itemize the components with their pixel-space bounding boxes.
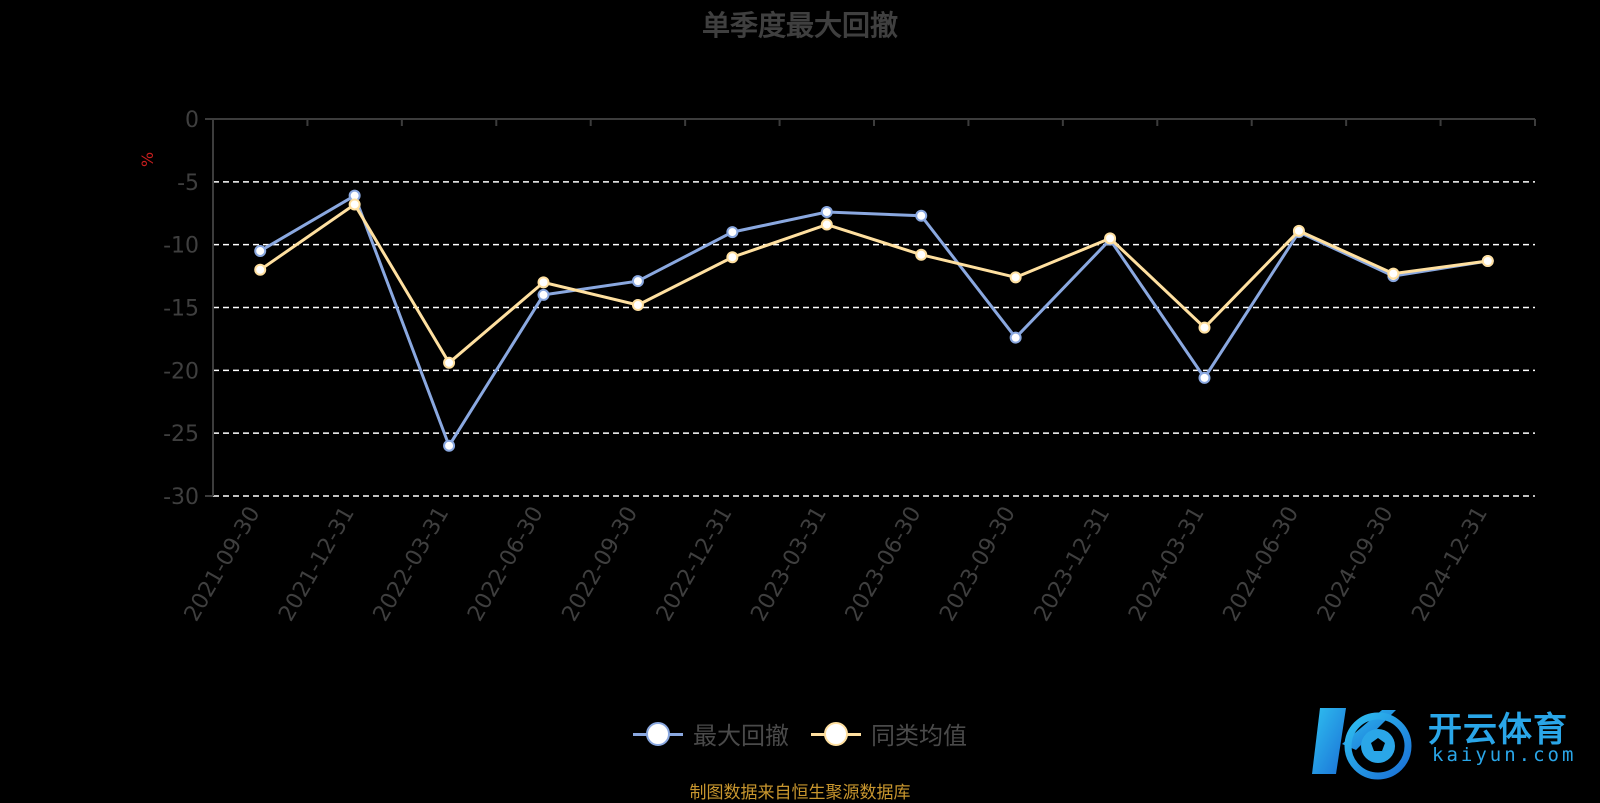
- data-point-series-1: [1198, 321, 1211, 334]
- legend-item-max-drawdown[interactable]: 最大回撤: [633, 716, 789, 751]
- data-point-series-1: [1104, 232, 1117, 245]
- series-line-0: [259, 193, 1489, 450]
- series-line-1: [259, 202, 1488, 366]
- x-tick-label: 2024-09-30: [1313, 503, 1399, 626]
- x-tick-label: 2024-03-31: [1124, 503, 1210, 626]
- data-point-series-0: [726, 226, 739, 239]
- data-point-series-1: [348, 198, 361, 211]
- data-point-series-1: [915, 248, 928, 261]
- soccer-ball-logo-icon: [1312, 708, 1412, 780]
- x-tick-label: 2023-09-30: [935, 502, 1021, 625]
- data-point-series-1: [254, 263, 267, 276]
- data-point-series-1: [1009, 271, 1022, 284]
- x-tick-label: 2023-06-30: [841, 503, 927, 626]
- legend-item-peer-average[interactable]: 同类均值: [811, 716, 967, 751]
- x-tick-label: 2022-06-30: [463, 503, 549, 626]
- x-tick-label: 2023-03-31: [746, 503, 832, 626]
- x-tick-label: 2022-03-31: [369, 502, 455, 625]
- data-point-series-1: [820, 218, 833, 231]
- kaiyun-logo: 开云体育 kaiyun.com: [1312, 700, 1592, 782]
- data-point-series-1: [443, 356, 456, 369]
- data-point-series-0: [820, 205, 833, 218]
- y-tick-label: -30: [163, 485, 199, 510]
- data-point-series-0: [254, 244, 267, 257]
- y-tick-label: -20: [163, 359, 199, 384]
- legend-label-peer-average: 同类均值: [871, 722, 967, 750]
- chart-title: 单季度最大回撤: [701, 9, 898, 42]
- data-point-series-1: [1481, 255, 1494, 268]
- y-tick-label: -5: [177, 171, 199, 196]
- x-tick-label: 2023-12-31: [1030, 503, 1116, 626]
- data-point-series-1: [726, 251, 739, 264]
- data-point-series-0: [1009, 331, 1022, 344]
- legend-label-max-drawdown: 最大回撤: [693, 722, 789, 750]
- x-tick-label: 2024-06-30: [1219, 503, 1305, 626]
- x-tick-label: 2022-09-30: [558, 503, 644, 626]
- y-tick-label: -10: [163, 234, 199, 259]
- legend-swatch-peer-average: [811, 719, 861, 749]
- data-source-note: 制图数据来自恒生聚源数据库: [689, 783, 911, 803]
- data-point-series-1: [1292, 224, 1305, 237]
- data-point-series-0: [1198, 371, 1211, 384]
- data-point-series-1: [631, 298, 644, 311]
- y-tick-label: 0: [185, 108, 199, 133]
- x-tick-label: 2021-12-31: [274, 503, 360, 626]
- logo-text-cn: 开云体育: [1428, 710, 1568, 750]
- y-tick-label: -15: [163, 297, 199, 322]
- logo-text-en: kaiyun.com: [1432, 744, 1577, 766]
- data-point-series-0: [443, 439, 456, 452]
- legend-swatch-max-drawdown: [633, 719, 683, 749]
- x-tick-label: 2024-12-31: [1407, 503, 1493, 626]
- x-tick-label: 2021-09-30: [180, 503, 266, 626]
- legend: 最大回撤 同类均值: [0, 716, 1600, 751]
- data-point-series-0: [631, 275, 644, 288]
- x-tick-label: 2022-12-31: [652, 503, 738, 626]
- y-tick-label: -25: [163, 422, 199, 447]
- data-point-series-1: [1387, 267, 1400, 280]
- data-point-series-1: [537, 276, 550, 289]
- data-point-series-0: [537, 288, 550, 301]
- data-point-series-0: [915, 209, 928, 222]
